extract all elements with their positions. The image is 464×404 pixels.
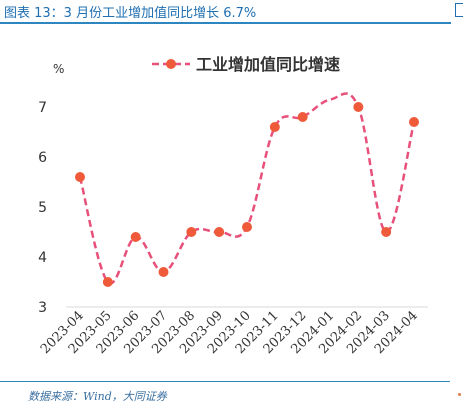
y-axis-unit: % <box>53 62 64 76</box>
x-tick-labels: 2023-042023-052023-062023-072023-082023-… <box>38 308 421 357</box>
corner-dot <box>458 393 461 396</box>
legend-label: 工业增加值同比增速 <box>196 55 340 74</box>
figure-title: 图表 13：3 月份工业增加值同比增长 6.7% <box>4 6 257 21</box>
y-tick-label: 4 <box>38 250 47 266</box>
title-underline <box>0 22 451 24</box>
data-point <box>75 172 85 182</box>
data-point <box>130 232 141 242</box>
y-tick-label: 5 <box>38 200 47 216</box>
source-note: 数据来源：Wind，大同证券 <box>28 390 167 403</box>
data-point <box>353 102 364 112</box>
data-point <box>242 222 252 232</box>
data-point <box>297 112 308 122</box>
data-point <box>214 227 225 237</box>
data-point <box>409 117 419 127</box>
data-point <box>269 122 280 132</box>
y-tick-labels: 3 4 5 6 7 <box>38 100 47 316</box>
legend-marker <box>166 59 176 69</box>
footer-rule <box>0 381 450 382</box>
y-tick-label: 6 <box>38 150 47 166</box>
data-point <box>158 267 169 277</box>
series-points <box>75 102 419 287</box>
data-point <box>102 277 113 287</box>
data-point <box>381 227 392 237</box>
data-point <box>186 227 197 237</box>
y-tick-label: 3 <box>38 300 47 316</box>
y-tick-label: 7 <box>38 100 47 116</box>
line-chart: 工业增加值同比增速 % 3 4 5 6 7 2023-042023-052023-062… <box>38 55 428 357</box>
legend: 工业增加值同比增速 <box>152 55 340 74</box>
edge-bracket-glyph <box>455 3 463 17</box>
series-line <box>78 92 416 285</box>
